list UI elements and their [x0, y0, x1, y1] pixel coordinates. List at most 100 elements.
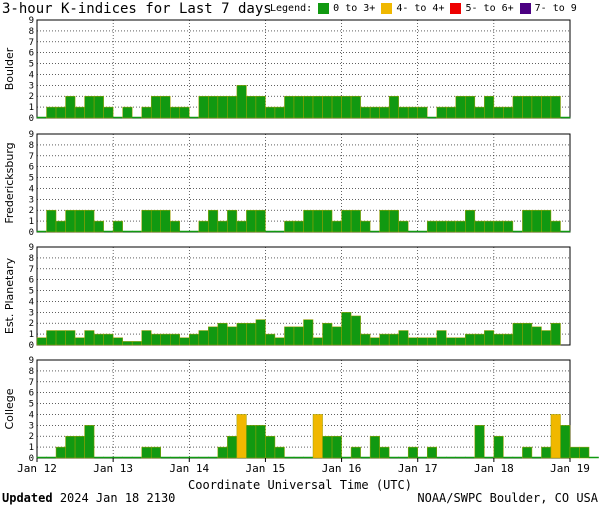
k-index-bar: [455, 220, 466, 233]
k-index-bar: [512, 95, 523, 119]
k-index-bar: [465, 209, 476, 233]
k-index-bar: [274, 446, 285, 459]
k-index-bar: [255, 319, 266, 346]
k-index-bar: [112, 337, 123, 346]
k-index-bar: [379, 209, 390, 233]
k-index-bar: [150, 446, 161, 459]
y-tick-label: 0: [29, 341, 34, 351]
k-index-bar: [208, 326, 219, 346]
k-index-bar: [122, 230, 133, 233]
k-index-bar: [322, 95, 333, 119]
k-index-bar: [179, 230, 190, 233]
k-index-bar: [436, 456, 447, 459]
k-index-bar: [208, 95, 219, 119]
y-tick-label: 2: [29, 319, 34, 329]
y-tick-label: 5: [29, 174, 34, 184]
k-index-bar: [379, 446, 390, 459]
k-index-bar: [560, 116, 571, 119]
x-tick-label: Jan 19: [550, 462, 590, 475]
k-index-bar: [55, 330, 66, 346]
k-index-bar: [331, 220, 342, 233]
updated-value: 2024 Jan 18 2130: [59, 491, 176, 505]
k-index-bar: [189, 333, 200, 346]
legend-label: Legend:: [270, 3, 313, 14]
k-index-bar: [170, 456, 181, 459]
k-index-bar: [369, 435, 380, 459]
k-index-bar: [484, 220, 495, 233]
k-index-bar: [74, 435, 85, 459]
k-index-bar: [407, 337, 418, 346]
y-tick-label: 8: [29, 141, 34, 151]
k-index-bar: [322, 435, 333, 459]
k-index-bar: [189, 116, 200, 119]
k-index-bar: [341, 95, 352, 119]
k-index-bar: [103, 456, 114, 459]
k-index-bar: [170, 333, 181, 346]
k-index-bar: [284, 95, 295, 119]
k-index-bar: [484, 95, 495, 119]
k-index-bar: [265, 230, 276, 233]
y-tick-label: 1: [29, 330, 34, 340]
y-tick-label: 9: [29, 130, 34, 140]
panel-label: Boulder: [3, 47, 16, 90]
k-index-bar: [312, 337, 323, 346]
k-index-bar: [74, 209, 85, 233]
k-index-bar: [531, 95, 542, 119]
k-index-bar: [426, 220, 438, 233]
k-index-bar: [141, 209, 152, 233]
y-tick-label: 4: [29, 297, 34, 307]
k-index-bar: [360, 333, 371, 346]
k-index-bar: [122, 341, 133, 346]
legend: Legend: 0 to 3+ 4- to 4+ 5- to 6+ 7- to …: [270, 3, 577, 14]
k-index-bar: [274, 230, 285, 233]
k-index-bar: [65, 209, 76, 233]
k-index-bar: [36, 456, 47, 459]
k-index-bar: [446, 106, 457, 119]
y-tick-label: 0: [29, 454, 34, 464]
k-index-bar: [208, 456, 219, 459]
k-index-bar: [312, 414, 323, 459]
k-index-bar: [541, 330, 552, 346]
k-index-bar: [503, 456, 514, 459]
k-index-bar: [46, 330, 57, 346]
k-index-bar: [388, 333, 399, 346]
y-tick-label: 7: [29, 38, 34, 48]
k-index-bar: [541, 446, 552, 459]
k-index-bar: [227, 435, 238, 459]
k-index-bar: [588, 456, 599, 459]
k-index-bar: [465, 333, 476, 346]
k-index-bar: [303, 95, 314, 119]
k-index-bar: [465, 456, 476, 459]
k-index-bar: [93, 333, 104, 346]
k-index-bar: [331, 435, 342, 459]
k-index-bar: [360, 456, 371, 459]
k-index-bar: [265, 106, 276, 119]
k-index-bar: [284, 456, 295, 459]
k-index-bar: [293, 326, 304, 346]
k-index-bar: [341, 312, 352, 346]
x-tick-label: Jan 17: [398, 462, 438, 475]
k-index-bar: [303, 319, 314, 346]
k-index-bar: [198, 220, 209, 233]
panel-label: College: [3, 388, 16, 429]
k-index-bar: [246, 425, 257, 459]
k-index-bar: [103, 333, 114, 346]
k-index-bar: [446, 220, 457, 233]
panel-frame: [36, 359, 571, 459]
y-tick-label: 8: [29, 254, 34, 264]
k-index-bar: [208, 209, 219, 233]
k-index-bar: [550, 95, 561, 119]
k-index-bar: [179, 106, 190, 119]
k-index-bar: [131, 456, 142, 459]
chart-title: 3-hour K-indices for Last 7 days: [2, 1, 272, 17]
legend-swatch-red: [450, 3, 462, 14]
k-index-bar: [189, 456, 200, 459]
k-index-bar: [388, 209, 399, 233]
y-tick-label: 3: [29, 308, 34, 318]
k-index-bar: [46, 456, 57, 459]
y-tick-label: 5: [29, 400, 34, 410]
k-index-bar: [398, 106, 409, 119]
updated-footer: Updated 2024 Jan 18 2130: [2, 491, 175, 505]
y-tick-label: 1: [29, 217, 34, 227]
